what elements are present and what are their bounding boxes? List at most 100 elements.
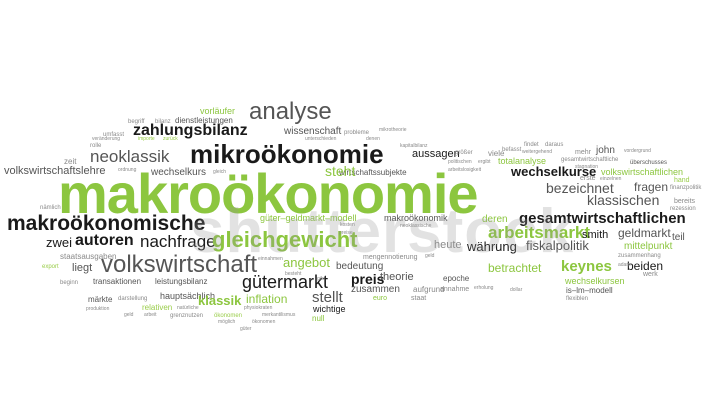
word-einnahmen: einnahmen [258, 256, 283, 262]
word-null: null [312, 314, 325, 323]
word-is-lm-modell: is–lm–modell [566, 286, 613, 295]
word-totalanalyse: totalanalyse [498, 156, 547, 166]
word-oekonomen: ökonomen [252, 319, 276, 325]
word-mikrotheorie: mikrotheorie [379, 127, 407, 133]
word-zusammen: zusammen [351, 284, 400, 295]
word-adam: adam [618, 262, 631, 268]
word-arbeit: arbeit [144, 312, 157, 318]
word-kapitalbilanz: kapitalbilanz [400, 143, 428, 149]
word-darstellung: darstellung [118, 296, 148, 302]
word-importe: importe [138, 136, 155, 142]
word-oekonomischen-small: ökonomen [214, 313, 243, 319]
word-zeit: zeit [64, 157, 77, 166]
word-staat: staat [411, 295, 427, 302]
word-euro: euro [373, 295, 388, 302]
word-dienstleistungen: dienstleistungen [175, 116, 233, 125]
word-wissenschaft: wissenschaft [284, 126, 342, 137]
word-hauptsaechlich: hauptsächlich [160, 291, 216, 301]
word-wichtige: wichtige [313, 304, 346, 314]
word-politischen: politischen [448, 159, 472, 165]
word-beiden: beiden [627, 259, 664, 273]
word-werk: werk [643, 271, 658, 278]
word-guetermarkt: gütermarkt [242, 272, 329, 292]
word-makrooekonomie: makroökonomie [58, 162, 479, 225]
word-aufgrund: aufgrund [413, 285, 445, 294]
word-grenznutzen: grenznutzen [170, 313, 204, 319]
word-daraus: daraus [545, 142, 564, 148]
word-ueberschusses: überschusses [630, 160, 668, 166]
word-weitergehend: weitergehend [522, 149, 553, 155]
watermark: shutterstock [190, 197, 575, 266]
word-analyse: analyse [249, 98, 332, 125]
word-umfasst: umfasst [103, 132, 125, 138]
word-preis: preis [351, 271, 385, 287]
word-mengennotierung: mengennotierung [363, 254, 418, 261]
word-arbeitsmarkt: arbeitsmarkt [488, 223, 591, 242]
word-mehr: mehr [575, 149, 591, 156]
word-kosten: kosten [340, 222, 355, 228]
word-zahlungsbilanz: zahlungsbilanz [133, 122, 248, 139]
word-beginn: beginn [60, 280, 79, 286]
word-wirtschaftssubjekte: wirtschaftssubjekte [339, 168, 407, 177]
word-ergibt: ergibt [478, 159, 491, 165]
word-probleme: probleme [344, 130, 370, 136]
word-zwei: zwei [46, 235, 73, 250]
word-heute: heute [434, 239, 462, 251]
word-erholung: erholung [474, 285, 494, 291]
word-transaktionen: transaktionen [93, 277, 142, 286]
word-gleichgewicht: gleichgewicht [212, 227, 358, 252]
word-hand: hand [674, 177, 690, 184]
word-klassischen: klassischen [587, 192, 660, 208]
word-teil: teil [672, 232, 685, 243]
word-gueter-small: güter [240, 326, 252, 332]
word-veraenderung: veränderung [92, 136, 121, 142]
word-smith: smith [582, 229, 609, 241]
word-preise: preise [339, 230, 353, 236]
word-vorlaeufer: vorläufer [200, 106, 236, 116]
word-viele: viele [488, 149, 505, 158]
word-zurueck: zurück [163, 136, 178, 142]
word-leistungsbilanz: leistungsbilanz [155, 277, 208, 286]
word-keynes: keynes [561, 258, 612, 275]
word-inflation: inflation [246, 292, 288, 306]
word-volkswirtschaftlichen: volkswirtschaftlichen [601, 167, 684, 177]
word-gleich: gleich [213, 169, 227, 175]
word-erste: erste [580, 175, 596, 182]
word-aussagen: aussagen [412, 148, 460, 160]
word-rolle: rolle [90, 143, 102, 149]
word-gesamtwirtschaftlichen: gesamtwirtschaftlichen [519, 210, 686, 227]
word-merkantilismus: merkantilismus [262, 312, 296, 318]
word-deren: deren [482, 214, 508, 225]
word-unterschieden: unterschieden [305, 136, 337, 142]
word-naemlich: nämlich [40, 205, 61, 211]
word-zusammenhang: zusammenhang [618, 253, 661, 259]
word-waehrung: währung [467, 239, 517, 254]
word-einzelnen: einzelnen [600, 176, 622, 182]
word-wechselkursen: wechselkursen [565, 276, 625, 286]
word-liegt: liegt [72, 262, 93, 274]
word-stagnation: stagnation [575, 164, 599, 170]
word-ordnung: ordnung [118, 167, 137, 173]
word-mittelpunkt: mittelpunkt [624, 241, 673, 252]
word-volkswirtschaftslehre: volkswirtschaftslehre [4, 165, 106, 177]
word-wechselkurse: wechselkurse [511, 164, 597, 179]
word-findet: findet [524, 142, 539, 148]
word-makrooekonomische: makroökonomische [7, 212, 206, 235]
word-klassik: klassik [198, 293, 242, 308]
word-stellt: stellt [312, 289, 343, 306]
word-fragen: fragen [634, 180, 669, 194]
word-relativen: relativen [142, 303, 173, 312]
word-gesamtwirtschaftliche: gesamtwirtschaftliche [561, 157, 619, 163]
word-geld-small: geld [124, 312, 134, 318]
word-befasst: befasst [502, 147, 522, 153]
word-moeglich: möglich [218, 319, 236, 325]
word-maerkte: märkte [88, 295, 113, 304]
word-annahme: annahme [440, 286, 470, 293]
word-arbeitslosigkeit: arbeitslosigkeit [448, 167, 482, 173]
word-wechselkurs: wechselkurs [151, 167, 207, 178]
word-besteht: besteht [285, 271, 302, 277]
word-fiskalpolitik: fiskalpolitik [526, 238, 589, 253]
word-groesser: größer [455, 150, 473, 156]
word-vordergrund: vordergrund [624, 148, 651, 154]
